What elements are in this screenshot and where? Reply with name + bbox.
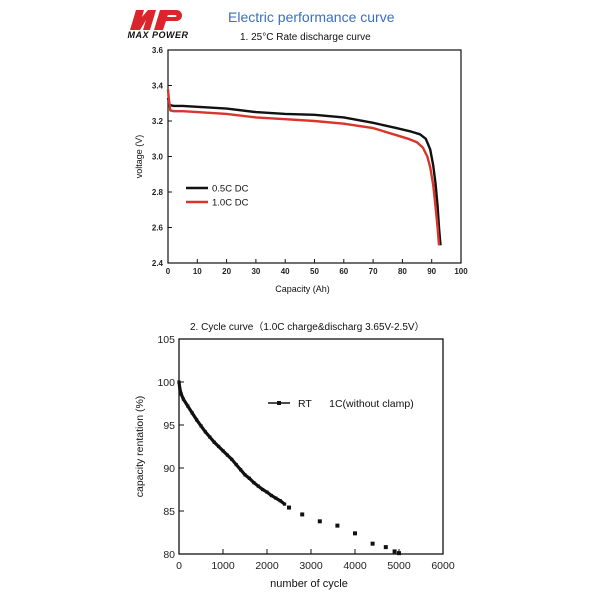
- data-point: [265, 490, 269, 494]
- data-point: [217, 444, 221, 449]
- data-point: [261, 487, 265, 492]
- data-point: [208, 435, 212, 439]
- x-tick-label: 50: [310, 267, 319, 276]
- data-point: [181, 397, 185, 401]
- legend-label-1: 0.5C DC: [212, 184, 249, 195]
- x-tick-label: 6000: [431, 560, 455, 572]
- data-point: [278, 499, 282, 503]
- x-tick-label: 1000: [211, 560, 235, 572]
- y-axis-label: voltage (V): [134, 135, 144, 179]
- data-point: [230, 457, 234, 461]
- data-point: [269, 493, 273, 498]
- data-point: [317, 519, 322, 524]
- legend-marker: [277, 401, 281, 405]
- data-point: [252, 481, 256, 485]
- data-point: [177, 380, 181, 384]
- y-tick-label: 2.8: [152, 188, 164, 197]
- data-point: [212, 440, 216, 444]
- data-point: [247, 476, 251, 480]
- data-point: [274, 496, 278, 500]
- x-tick-label: 10: [193, 267, 202, 276]
- legend-label-2: 1.0C DC: [212, 198, 249, 209]
- y-tick-label: 2.4: [152, 259, 164, 268]
- x-tick-label: 20: [222, 267, 231, 276]
- data-point: [179, 392, 183, 396]
- y-tick-label: 2.6: [152, 224, 164, 233]
- x-tick-label: 0: [166, 267, 171, 276]
- brand-logo-mark: [130, 10, 182, 30]
- chart1-title: 1. 25°C Rate discharge curve: [240, 32, 371, 43]
- x-tick-label: 100: [454, 267, 468, 276]
- x-tick-label: 0: [176, 560, 182, 572]
- x-tick-label: 3000: [299, 560, 323, 572]
- data-point: [199, 424, 203, 428]
- x-tick-label: 70: [369, 267, 378, 276]
- y-tick-label: 90: [163, 463, 175, 475]
- legend-label: RT 1C(without clamp): [298, 398, 414, 410]
- y-tick-label: 80: [163, 549, 175, 561]
- discharge-chart: 0 10 20 30 40 50 60 70 80 90 100 2.4 2.6 2.8 3.0 3.2 3.4…: [134, 46, 468, 294]
- x-tick-label: 90: [427, 267, 436, 276]
- y-tick-label: 105: [157, 334, 175, 346]
- x-axis-label: Capacity (Ah): [275, 284, 330, 294]
- brand-logo-text: MAX POWER: [127, 30, 189, 40]
- data-point: [239, 468, 243, 472]
- series-line-1: [166, 97, 442, 246]
- y-tick-label: 95: [163, 420, 175, 432]
- x-tick-label: 2000: [255, 560, 279, 572]
- x-tick-label: 4000: [343, 560, 367, 572]
- data-point: [335, 523, 340, 528]
- data-point: [243, 473, 247, 477]
- data-point: [234, 462, 238, 467]
- brand-logo: MAX POWER: [118, 8, 198, 42]
- data-point: [195, 418, 199, 422]
- y-tick-label: 100: [157, 377, 175, 389]
- data-point: [190, 411, 194, 415]
- x-tick-label: 60: [339, 267, 348, 276]
- series-line-2: [166, 88, 441, 246]
- data-point: [283, 502, 287, 506]
- data-point: [256, 484, 260, 488]
- data-point: [225, 453, 229, 457]
- y-tick-label: 3.6: [152, 46, 164, 55]
- x-tick-label: 80: [398, 267, 407, 276]
- data-point: [203, 430, 207, 434]
- data-point: [300, 512, 305, 517]
- data-point: [397, 551, 401, 556]
- x-tick-label: 30: [251, 267, 260, 276]
- y-tick-label: 85: [163, 506, 175, 518]
- x-tick-label: 5000: [387, 560, 411, 572]
- series-dense-line: [177, 381, 286, 506]
- data-point: [186, 404, 190, 408]
- y-tick-label: 3.0: [152, 153, 164, 162]
- y-axis-label: capacity rentation (%): [134, 396, 146, 498]
- data-point: [383, 545, 388, 550]
- y-tick-label: 3.4: [152, 82, 164, 91]
- data-point: [287, 505, 291, 510]
- data-point: [221, 449, 225, 453]
- x-tick-label: 40: [281, 267, 290, 276]
- chart2-title: 2. Cycle curve（1.0C charge&discharg 3.65…: [190, 322, 425, 333]
- data-point: [370, 541, 375, 546]
- data-point: [353, 531, 357, 536]
- y-tick-label: 3.2: [152, 117, 164, 126]
- data-point: [178, 387, 182, 391]
- data-point: [392, 549, 397, 554]
- page-title: Electric performance curve: [228, 9, 395, 25]
- x-axis-label: number of cycle: [270, 578, 348, 590]
